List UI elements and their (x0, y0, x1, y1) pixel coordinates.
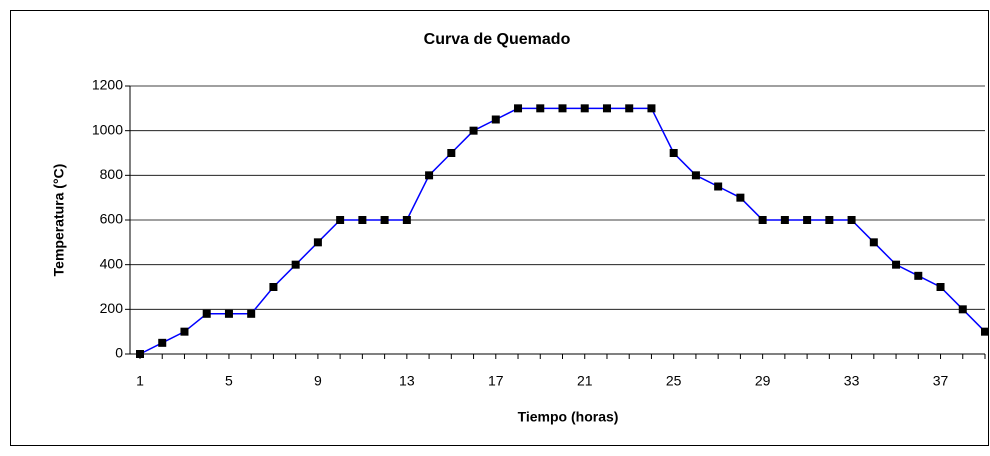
x-axis-title: Tiempo (horas) (518, 409, 619, 425)
x-tick-label: 33 (844, 373, 860, 389)
data-point (469, 126, 478, 135)
y-tick-label: 800 (100, 166, 124, 182)
x-tick-label: 9 (314, 373, 322, 389)
x-tick-label: 21 (577, 373, 593, 389)
data-point (336, 216, 345, 224)
data-point (914, 271, 923, 280)
data-point (291, 260, 300, 269)
y-tick-label: 200 (100, 300, 124, 316)
data-point (981, 327, 989, 336)
data-point (580, 104, 589, 113)
x-tick-label: 17 (488, 373, 504, 389)
data-point (313, 238, 322, 247)
data-point (247, 309, 256, 318)
y-tick-label: 400 (100, 255, 124, 271)
data-point (447, 149, 456, 157)
data-point (936, 283, 945, 291)
x-tick-label: 13 (399, 373, 415, 389)
x-tick-label: 37 (933, 373, 949, 389)
data-point (380, 216, 389, 224)
y-tick-label: 1200 (92, 77, 123, 93)
data-point (269, 283, 278, 291)
chart-frame (10, 10, 989, 446)
y-axis-title: Temperatura (°C) (51, 164, 67, 277)
data-point (358, 216, 367, 224)
data-point (958, 305, 967, 314)
data-point (669, 149, 678, 157)
data-point (625, 104, 634, 113)
y-tick-label: 1000 (92, 121, 123, 137)
data-point (402, 216, 411, 224)
data-point (758, 216, 767, 224)
data-point (224, 309, 233, 318)
data-point (180, 327, 189, 336)
x-tick-label: 1 (136, 373, 144, 389)
data-point (536, 104, 545, 113)
data-point (136, 350, 144, 358)
y-tick-label: 0 (115, 345, 123, 361)
data-point (514, 104, 523, 113)
data-point (691, 171, 700, 180)
data-point (869, 238, 878, 247)
data-point (202, 309, 211, 318)
x-tick-label: 5 (225, 373, 233, 389)
data-point (425, 171, 434, 180)
data-point (602, 104, 611, 113)
x-tick-label: 29 (755, 373, 771, 389)
data-point (558, 104, 567, 113)
data-point (714, 182, 723, 191)
data-point (825, 216, 834, 224)
data-point (780, 216, 789, 224)
data-point (847, 216, 856, 224)
data-point (736, 193, 745, 202)
x-tick-label: 25 (666, 373, 682, 389)
data-point (158, 338, 167, 347)
chart-title: Curva de Quemado (424, 31, 571, 48)
data-point (892, 260, 901, 269)
data-point (647, 104, 656, 113)
data-point (491, 115, 500, 124)
y-tick-label: 600 (100, 211, 124, 227)
data-point (803, 216, 812, 224)
